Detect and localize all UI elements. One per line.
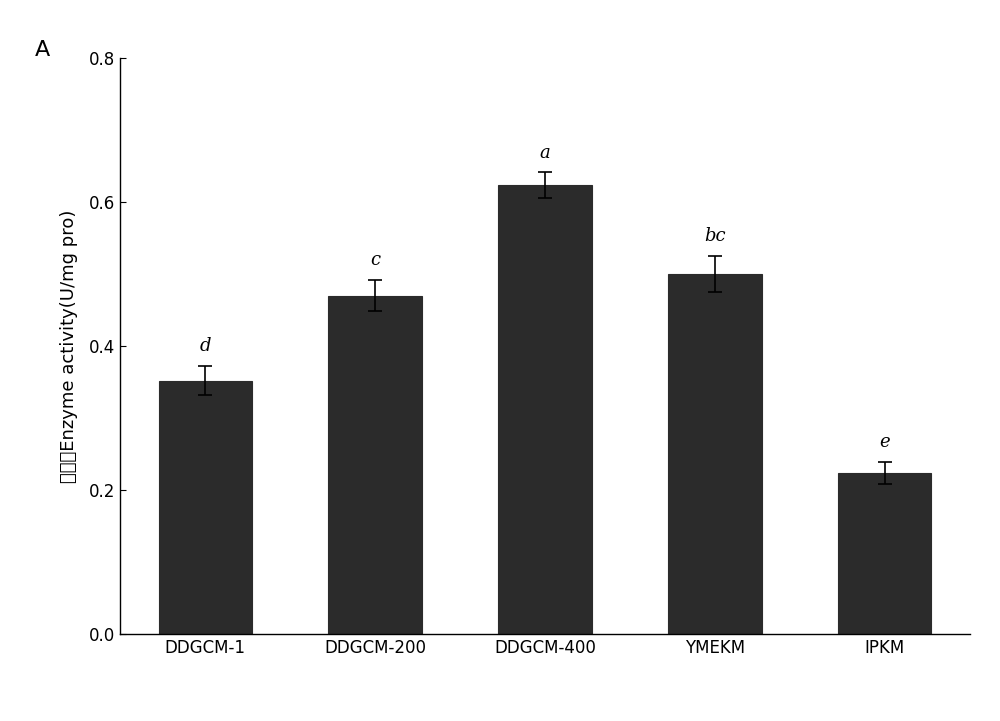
Text: A: A (35, 40, 50, 61)
Text: c: c (370, 251, 380, 269)
Text: bc: bc (704, 227, 726, 245)
Bar (498, 185, 592, 634)
Bar (838, 473, 931, 634)
Text: d: d (200, 337, 211, 355)
Bar (668, 274, 762, 634)
Bar (159, 381, 252, 634)
Text: e: e (879, 433, 890, 451)
Bar (328, 296, 422, 634)
Y-axis label: 醂活力Enzyme activity(U/mg pro): 醂活力Enzyme activity(U/mg pro) (60, 209, 78, 483)
Text: a: a (540, 143, 550, 162)
